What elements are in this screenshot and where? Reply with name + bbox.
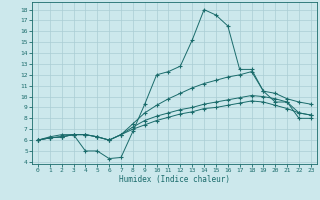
X-axis label: Humidex (Indice chaleur): Humidex (Indice chaleur) xyxy=(119,175,230,184)
